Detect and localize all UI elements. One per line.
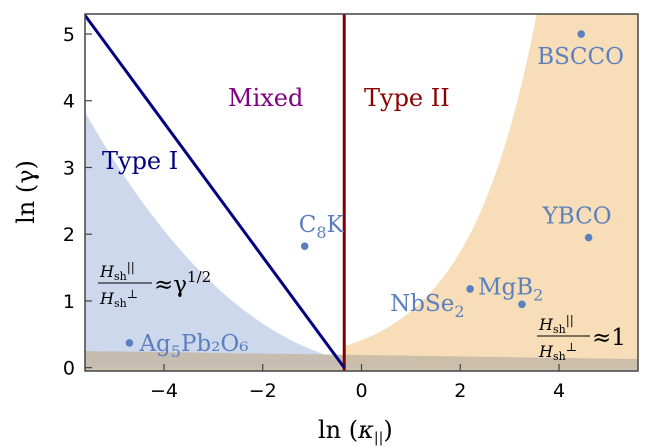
material-label: YBCO (542, 204, 612, 230)
x-tick-label: −4 (150, 380, 178, 402)
y-tick-label: 2 (63, 224, 75, 246)
y-tick-label: 3 (63, 157, 75, 179)
formula-right: Hsh|| Hsh⊥ ≈1 (537, 313, 626, 363)
svg-text:≈γ1/2: ≈γ1/2 (154, 268, 211, 298)
material-point (584, 233, 593, 242)
region-label-type-ii: Type II (364, 84, 450, 112)
material-label: Ag5Pb₂O₆ (138, 331, 248, 361)
x-tick-label: −2 (249, 380, 277, 402)
x-tick-label: 2 (454, 380, 466, 402)
type-i-boundary-line (85, 14, 346, 369)
material-point (466, 285, 474, 293)
material-point (577, 30, 586, 38)
material-label: C8K (299, 212, 345, 242)
region-label-type-i: Type I (102, 147, 178, 175)
material-point (300, 242, 309, 251)
svg-text:Hsh||: Hsh|| (538, 313, 574, 336)
svg-text:Hsh⊥: Hsh⊥ (99, 287, 138, 310)
y-tick-label: 1 (63, 291, 75, 313)
svg-text:Hsh⊥: Hsh⊥ (538, 340, 577, 363)
y-tick-label: 0 (63, 358, 75, 380)
svg-text:≈1: ≈1 (592, 325, 626, 351)
x-axis-title: ln (κ||) (318, 416, 393, 446)
x-tick-label: 4 (553, 380, 565, 402)
material-point (125, 339, 134, 347)
y-tick-label: 5 (63, 24, 75, 46)
type-i-region (85, 112, 421, 368)
material-point (518, 300, 526, 309)
x-tick-label: 0 (355, 380, 367, 402)
y-axis-title: ln (γ) (12, 160, 40, 224)
material-label: BSCCO (537, 44, 624, 70)
type-ii-region (344, 14, 638, 368)
y-tick-label: 4 (63, 91, 75, 113)
material-label: MgB2 (478, 274, 543, 304)
material-label: NbSe2 (390, 291, 464, 321)
region-label-mixed: Mixed (228, 84, 303, 112)
svg-text:Hsh||: Hsh|| (99, 260, 135, 283)
formula-left: Hsh|| Hsh⊥ ≈γ1/2 (98, 260, 211, 310)
overlap-band (85, 350, 638, 371)
